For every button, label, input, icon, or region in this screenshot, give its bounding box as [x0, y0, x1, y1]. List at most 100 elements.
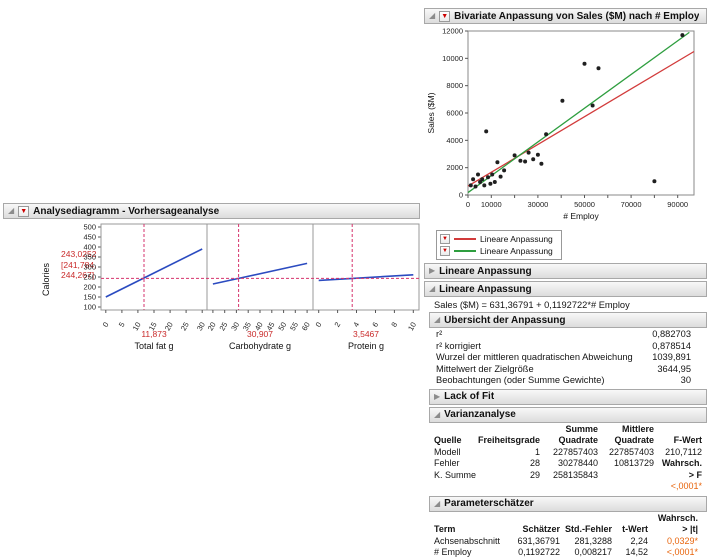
parameter-estimates-bar[interactable]: ◢ Parameterschätzer	[429, 495, 707, 512]
column-header: Term	[434, 524, 456, 534]
column-header	[656, 424, 704, 436]
svg-text:5: 5	[117, 321, 127, 329]
svg-text:50: 50	[276, 321, 288, 333]
red-triangle-menu-icon[interactable]: ▼	[440, 246, 450, 256]
table-cell: 14,52	[625, 547, 648, 557]
svg-text:35: 35	[241, 321, 253, 333]
svg-text:# Employ: # Employ	[563, 211, 599, 221]
predicted-ci-line: 244,267]	[61, 270, 95, 280]
column-header: Std.-Fehler	[564, 524, 612, 534]
disclosure-open-icon[interactable]: ◢	[434, 315, 441, 324]
svg-text:10: 10	[131, 321, 143, 333]
svg-text:4: 4	[351, 321, 361, 329]
svg-text:10000: 10000	[442, 54, 463, 63]
table-cell: Wahrsch.	[661, 458, 702, 468]
table-cell	[600, 470, 656, 482]
svg-text:30000: 30000	[527, 200, 548, 209]
bivariate-report: ◢ ▼ Bivariate Anpassung von Sales ($M) n…	[424, 6, 707, 558]
parameter-estimates-table: Wahrsch. Term Schätzer Std.-Fehler t-Wert > |…	[432, 513, 707, 558]
profiler-title-bar[interactable]: ◢ ▼ Analysediagramm - Vorhersageanalyse	[3, 203, 420, 219]
svg-text:400: 400	[83, 243, 96, 252]
summary-row: Beobachtungen (oder Summe Gewichte) 30	[426, 375, 707, 387]
svg-text:45: 45	[265, 321, 277, 333]
red-triangle-menu-icon[interactable]: ▼	[18, 205, 30, 217]
svg-text:Sales ($M): Sales ($M)	[426, 92, 436, 133]
svg-text:15: 15	[147, 321, 159, 333]
summary-label: Wurzel der mittleren quadratischen Abwei…	[436, 352, 633, 362]
svg-text:20: 20	[206, 321, 218, 333]
svg-text:60: 60	[300, 321, 312, 333]
summary-row: Wurzel der mittleren quadratischen Abwei…	[426, 352, 707, 364]
column-header: Mittlere	[621, 423, 654, 434]
red-triangle-menu-icon[interactable]: ▼	[440, 234, 450, 244]
scatter-plot[interactable]: 0 2000 4000 6000 8000 10000 12000 0 10000 30000 50…	[424, 24, 707, 227]
summary-label: Beobachtungen (oder Summe Gewichte)	[436, 375, 605, 385]
disclosure-open-icon[interactable]: ◢	[429, 284, 436, 293]
profiler-title: Analysediagramm - Vorhersageanalyse	[33, 205, 220, 217]
summary-value: 30	[680, 375, 691, 385]
table-cell: 227857403	[608, 446, 654, 457]
table-cell: 28	[529, 458, 540, 468]
legend-label: Lineare Anpassung	[480, 246, 553, 256]
profiler-body: Calories 243,0252 [241,784, 244,267] 100…	[3, 219, 420, 369]
linear-fit-collapsed-bar[interactable]: ▶ Lineare Anpassung	[424, 263, 707, 279]
bivariate-title-bar[interactable]: ◢ ▼ Bivariate Anpassung von Sales ($M) n…	[424, 8, 707, 24]
svg-text:11,873: 11,873	[141, 329, 167, 339]
disclosure-open-icon[interactable]: ◢	[8, 206, 15, 215]
table-cell: > F	[688, 469, 702, 480]
summary-label: Mittelwert der Zielgröße	[436, 363, 534, 374]
svg-text:20: 20	[163, 321, 175, 333]
summary-label: r² korrigiert	[436, 340, 481, 351]
column-header: Quelle	[434, 435, 462, 445]
legend-item[interactable]: ▼ Lineare Anpassung	[440, 233, 553, 245]
parameter-estimates-title: Parameterschätzer	[444, 498, 534, 509]
disclosure-open-icon[interactable]: ◢	[434, 409, 441, 419]
y-axis-label: Calories	[41, 262, 51, 296]
anova-bar[interactable]: ◢ Varianzanalyse	[429, 406, 707, 423]
column-header	[476, 424, 542, 436]
svg-text:300: 300	[83, 263, 96, 272]
svg-text:8: 8	[389, 321, 399, 329]
linear-fit-bar[interactable]: ◢ Lineare Anpassung	[424, 281, 707, 297]
red-triangle-menu-icon[interactable]: ▼	[439, 10, 451, 22]
fit-line-swatch	[454, 238, 476, 240]
column-header	[432, 513, 506, 525]
column-header	[432, 424, 476, 436]
svg-text:30: 30	[229, 321, 241, 333]
table-cell: 1	[534, 446, 540, 457]
svg-text:55: 55	[288, 321, 300, 333]
predicted-value-line: 243,0252	[61, 249, 97, 259]
profiler-plot[interactable]: 100 150 200 250 300 350 400 450 500 0 5 10 15 20 25 30 1…	[69, 221, 421, 372]
table-cell: Modell	[434, 446, 461, 457]
column-header: F-Wert	[673, 435, 702, 445]
table-cell: 30278440	[557, 458, 598, 468]
fit-legend: ▼ Lineare Anpassung ▼ Lineare Anpassung	[436, 230, 562, 260]
summary-of-fit-title: Übersicht der Anpassung	[444, 314, 566, 326]
table-cell: 29	[529, 469, 540, 480]
table-cell: Fehler	[434, 458, 460, 468]
table-cell: 10813729	[613, 458, 654, 468]
disclosure-closed-icon[interactable]: ▶	[434, 391, 441, 401]
svg-text:90000: 90000	[667, 200, 688, 209]
svg-text:4000: 4000	[446, 136, 463, 145]
table-cell: 0,0329*	[666, 535, 698, 546]
predicted-value: 243,0252 [241,784, 244,267]	[61, 249, 96, 281]
anova-title: Varianzanalyse	[444, 409, 516, 420]
scatter-svg: 0 2000 4000 6000 8000 10000 12000 0 10000 30000 50…	[426, 27, 695, 221]
table-cell: # Employ	[434, 547, 472, 557]
svg-text:6000: 6000	[446, 109, 463, 118]
table-cell: <,0001*	[670, 481, 702, 491]
table-cell: 0,008217	[574, 547, 612, 557]
lack-of-fit-bar[interactable]: ▶ Lack of Fit	[429, 388, 707, 405]
svg-text:Carbohydrate g: Carbohydrate g	[229, 341, 291, 351]
disclosure-closed-icon[interactable]: ▶	[429, 266, 436, 275]
table-cell	[476, 481, 542, 493]
summary-of-fit-bar[interactable]: ◢ Übersicht der Anpassung	[429, 312, 707, 328]
legend-item[interactable]: ▼ Lineare Anpassung	[440, 245, 553, 257]
disclosure-open-icon[interactable]: ◢	[434, 498, 441, 508]
column-header: Freiheitsgrade	[478, 435, 541, 445]
table-cell	[542, 481, 600, 493]
disclosure-open-icon[interactable]: ◢	[429, 11, 436, 20]
svg-text:500: 500	[83, 223, 96, 232]
